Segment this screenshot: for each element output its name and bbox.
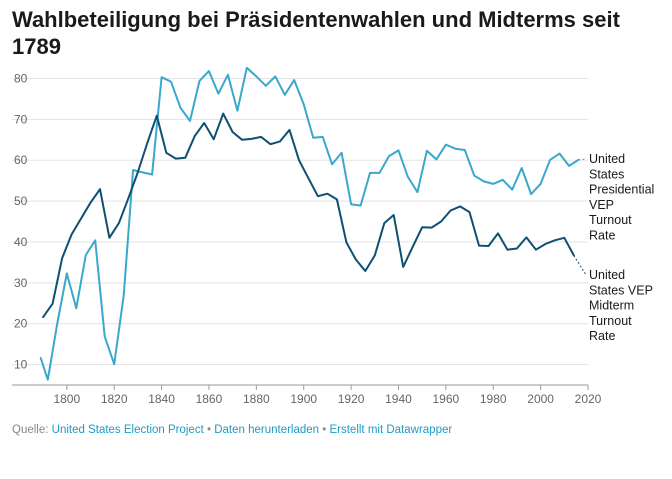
x-axis-ticks: 1800 1820 1840 1860 1880 1900 1920 1940 1960 1980…: [12, 384, 602, 406]
datawrapper-link[interactable]: Erstellt mit Datawrapper: [329, 424, 453, 436]
label-connector: [578, 158, 587, 161]
x-tick-label: 1960: [433, 392, 460, 406]
y-tick-label: 80: [14, 71, 28, 85]
series-label-line: VEP: [589, 198, 614, 212]
separator: •: [203, 424, 215, 436]
presidential-turnout-line: [39, 66, 580, 381]
y-tick-label: 30: [14, 276, 28, 290]
x-tick-label: 1860: [196, 392, 223, 406]
series-label-line: Turnout: [589, 213, 632, 227]
series-label-line: United: [589, 152, 625, 166]
y-axis-ticks: 10 20 30 40 50 60 70 80: [14, 71, 28, 371]
series-label-line: Rate: [589, 229, 615, 243]
download-data-link[interactable]: Daten herunterladen: [214, 424, 320, 436]
x-tick-label: 1980: [480, 392, 507, 406]
series-label-line: Presidential: [589, 183, 654, 197]
series-label-line: Turnout: [589, 314, 632, 328]
x-tick-label: 1840: [148, 392, 175, 406]
x-tick-label: 1940: [385, 392, 412, 406]
y-tick-label: 40: [14, 235, 28, 249]
series-label-line: States VEP: [589, 283, 653, 297]
series-label-line: Rate: [589, 329, 615, 343]
series-label-line: Midterm: [589, 299, 634, 313]
y-tick-label: 10: [14, 358, 28, 372]
series-lines: [39, 66, 587, 381]
y-tick-label: 20: [14, 317, 28, 331]
y-tick-label: 70: [14, 112, 28, 126]
x-tick-label: 1820: [101, 392, 128, 406]
x-tick-label: 1800: [53, 392, 80, 406]
gridlines: [12, 77, 588, 366]
chart-title: Wahlbeteiligung bei Präsidentenwahlen un…: [12, 7, 620, 59]
x-tick-label: 1920: [338, 392, 365, 406]
y-tick-label: 60: [14, 153, 28, 167]
x-tick-label: 1900: [290, 392, 317, 406]
series-label-line: States: [589, 167, 624, 181]
x-tick-label: 1880: [243, 392, 270, 406]
separator: •: [319, 424, 330, 436]
line-chart: 10 20 30 40 50 60 70 80 1800 1820 1840 1860 1880 190…: [12, 66, 654, 406]
series-label-line: United: [589, 268, 625, 282]
x-tick-label: 2020: [575, 392, 602, 406]
y-tick-label: 50: [14, 194, 28, 208]
label-connector: [573, 255, 587, 276]
source-prefix: Quelle:: [12, 424, 49, 436]
source-line: Quelle: United States Election Project •…: [12, 424, 452, 436]
series-labels: UnitedStatesPresidentialVEPTurnoutRateUn…: [589, 152, 654, 343]
midterm-turnout-line: [42, 112, 575, 319]
source-project-link[interactable]: United States Election Project: [51, 424, 204, 436]
x-tick-label: 2000: [527, 392, 554, 406]
